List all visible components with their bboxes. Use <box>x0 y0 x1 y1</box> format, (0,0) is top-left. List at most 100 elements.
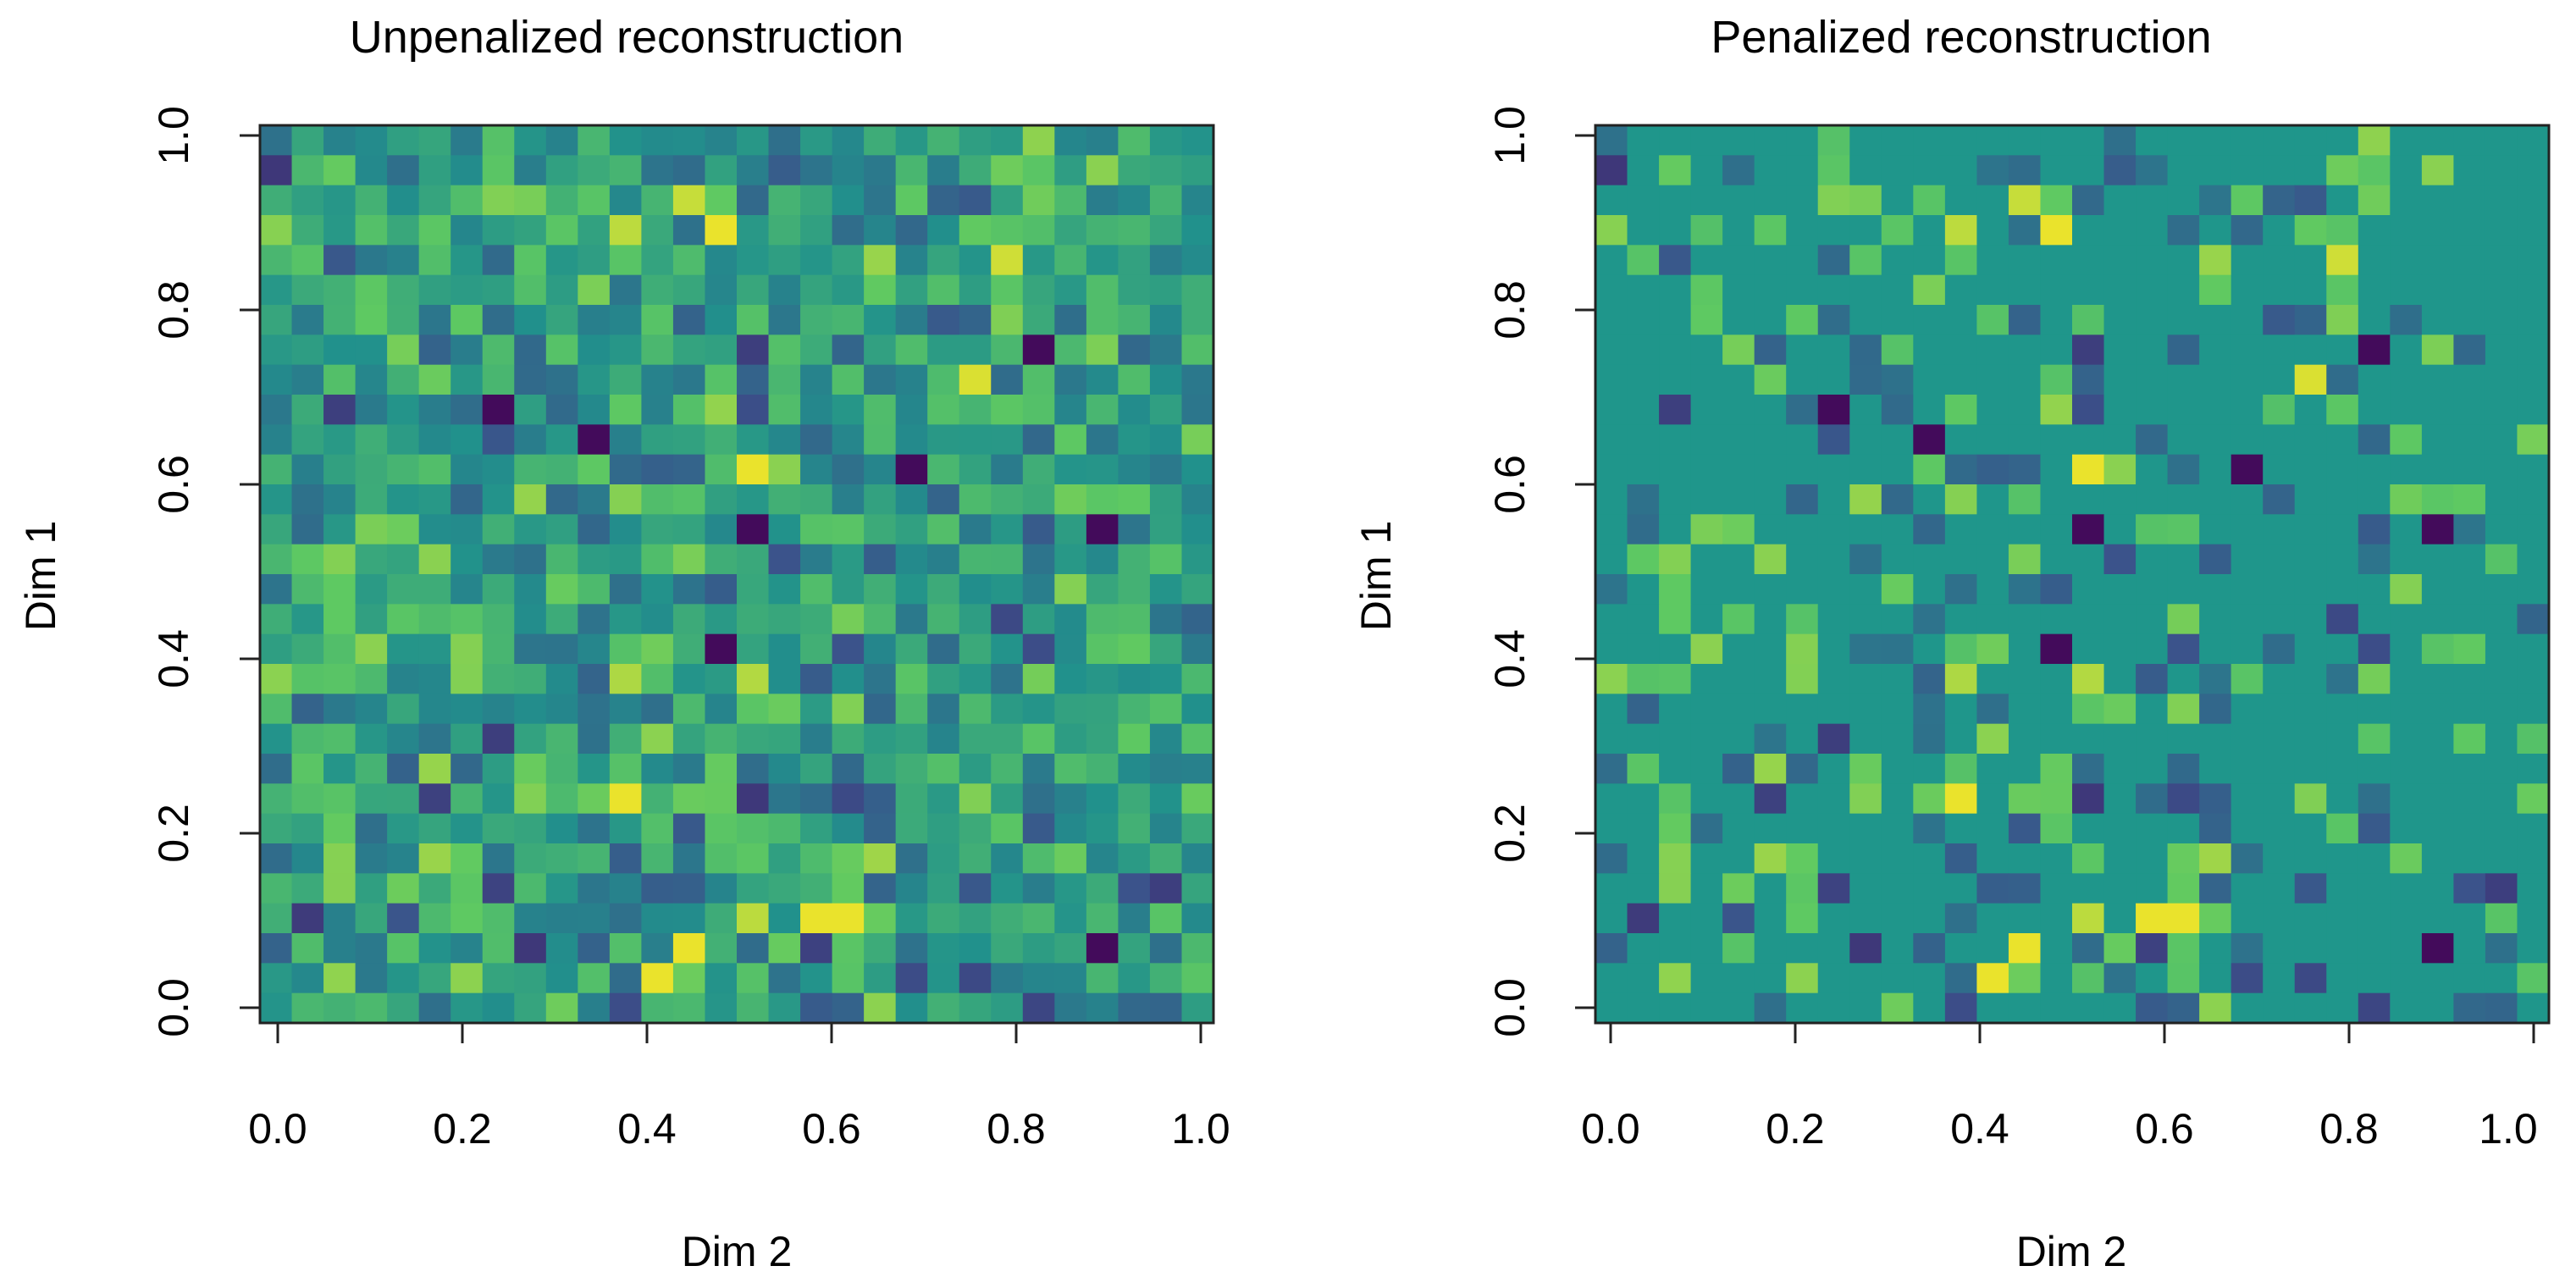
panel1-heatmap-cell <box>705 694 738 725</box>
panel1-heatmap-cell <box>737 574 770 605</box>
panel1-heatmap-cell <box>355 544 388 575</box>
panel2-heatmap-cell <box>1817 754 1850 784</box>
panel1-heatmap-cell <box>991 544 1024 575</box>
panel2-heatmap-cell <box>1944 424 1977 456</box>
panel1-heatmap-cell <box>832 963 865 994</box>
panel1-heatmap-cell <box>482 125 515 156</box>
panel2-heatmap-cell <box>2263 604 2296 635</box>
panel1-heatmap-cell <box>641 395 674 425</box>
panel1-heatmap-cell <box>1149 783 1183 815</box>
panel1-x-tick-label-3: 0.6 <box>802 1105 861 1153</box>
panel1-heatmap-cell <box>991 395 1024 425</box>
panel2-heatmap-cell <box>2136 274 2169 306</box>
panel1-heatmap-cell <box>1086 544 1119 575</box>
panel1-heatmap-cell <box>927 903 960 934</box>
panel2-heatmap-cell <box>2358 364 2391 395</box>
panel1-heatmap-cell <box>641 155 674 186</box>
panel2-heatmap-cell <box>1690 274 1723 306</box>
panel2-heatmap-cell <box>2136 514 2169 545</box>
panel2-heatmap-cell <box>1913 633 1946 665</box>
panel2-heatmap-cell <box>2421 903 2454 934</box>
panel1-heatmap-cell <box>641 454 674 485</box>
panel1-heatmap-cell <box>895 633 928 665</box>
panel1-heatmap-cell <box>355 783 388 815</box>
panel1-heatmap-cell <box>355 514 388 545</box>
panel2-heatmap-cell <box>1944 843 1977 874</box>
panel1-heatmap-cell <box>291 933 324 964</box>
panel2-heatmap-cell <box>1722 633 1755 665</box>
panel1-heatmap-cell <box>545 992 578 1024</box>
panel2-heatmap-cell <box>2263 484 2296 515</box>
panel2-heatmap-cell <box>2231 274 2264 306</box>
panel2-heatmap-cell <box>1659 843 1692 874</box>
panel2-heatmap-cell <box>2294 843 2327 874</box>
panel2-heatmap-cell <box>2421 155 2454 186</box>
panel1-heatmap-cell <box>641 754 674 784</box>
panel1-heatmap-cell <box>355 992 388 1024</box>
panel2-heatmap-cell <box>2199 274 2232 306</box>
panel1-heatmap-cell <box>864 633 897 665</box>
panel1-heatmap-cell <box>418 334 451 366</box>
panel2-heatmap-cell <box>2040 992 2073 1024</box>
panel1-heatmap-cell <box>705 395 738 425</box>
panel1-heatmap-cell <box>1054 903 1087 934</box>
panel1-heatmap-cell <box>482 514 515 545</box>
panel2-heatmap-cell <box>1944 633 1977 665</box>
panel1-heatmap-cell <box>927 245 960 276</box>
panel1-heatmap-cell <box>959 992 992 1024</box>
panel2-heatmap-cell <box>2008 334 2042 366</box>
panel1-heatmap-cell <box>545 633 578 665</box>
panel2-heatmap-cell <box>2421 843 2454 874</box>
panel2-heatmap-cell <box>2390 125 2423 156</box>
panel1-heatmap-cell <box>482 992 515 1024</box>
panel2-heatmap-cell <box>2199 245 2232 276</box>
panel2-heatmap-cell <box>1944 574 1977 605</box>
panel2-heatmap-cell <box>2008 873 2042 904</box>
panel2-heatmap-cell <box>1690 992 1723 1024</box>
panel2-heatmap-cell <box>2167 604 2200 635</box>
panel1-heatmap-cell <box>1086 813 1119 844</box>
panel1-heatmap-cell <box>737 992 770 1024</box>
panel2-heatmap-cell <box>1754 334 1787 366</box>
panel2-heatmap-cell <box>2167 843 2200 874</box>
panel1-heatmap-cell <box>1149 125 1183 156</box>
panel1-heatmap-cell <box>800 604 833 635</box>
panel2-heatmap-cell <box>2072 125 2105 156</box>
panel1-heatmap-cell <box>1149 245 1183 276</box>
panel2-heatmap-cell <box>1722 424 1755 456</box>
panel1-heatmap-cell <box>991 245 1024 276</box>
panel1-heatmap-cell <box>832 783 865 815</box>
panel2-heatmap-cell <box>1627 215 1660 246</box>
panel2-heatmap-cell <box>2040 963 2073 994</box>
panel1-heatmap-cell <box>355 484 388 515</box>
panel1-heatmap-cell <box>387 514 420 545</box>
panel2-heatmap-cell <box>2072 963 2105 994</box>
panel2-heatmap-cell <box>2358 783 2391 815</box>
panel2-heatmap-cell <box>1944 963 1977 994</box>
panel2-heatmap-cell <box>2453 723 2486 755</box>
panel2-heatmap-cell <box>2072 664 2105 694</box>
panel2-heatmap-cell <box>2517 754 2550 784</box>
panel1-heatmap-cell <box>737 604 770 635</box>
panel2-heatmap-cell <box>1659 454 1692 485</box>
panel2-heatmap-cell <box>2136 215 2169 246</box>
panel1-heatmap-cell <box>291 245 324 276</box>
panel1-heatmap-cell <box>1054 424 1087 456</box>
panel1-heatmap-cell <box>1022 334 1055 366</box>
panel2-heatmap-cell <box>1976 843 2009 874</box>
panel1-heatmap-cell <box>387 334 420 366</box>
panel2-heatmap-cell <box>2167 245 2200 276</box>
panel2-heatmap-cell <box>1944 185 1977 216</box>
panel1-heatmap-cell <box>832 484 865 515</box>
panel2-heatmap-cell <box>1754 155 1787 186</box>
panel2-heatmap-cell <box>2390 544 2423 575</box>
panel1-heatmap-cell <box>260 633 293 665</box>
panel1-heatmap-cell <box>864 574 897 605</box>
panel1-heatmap-cell <box>1118 274 1151 306</box>
panel1-heatmap-cell <box>927 963 960 994</box>
panel1-heatmap-cell <box>672 604 706 635</box>
panel2-heatmap-cell <box>1595 364 1628 395</box>
panel2-heatmap-cell <box>2263 395 2296 425</box>
panel2-heatmap-cell <box>2294 633 2327 665</box>
panel2-heatmap-cell <box>2358 723 2391 755</box>
